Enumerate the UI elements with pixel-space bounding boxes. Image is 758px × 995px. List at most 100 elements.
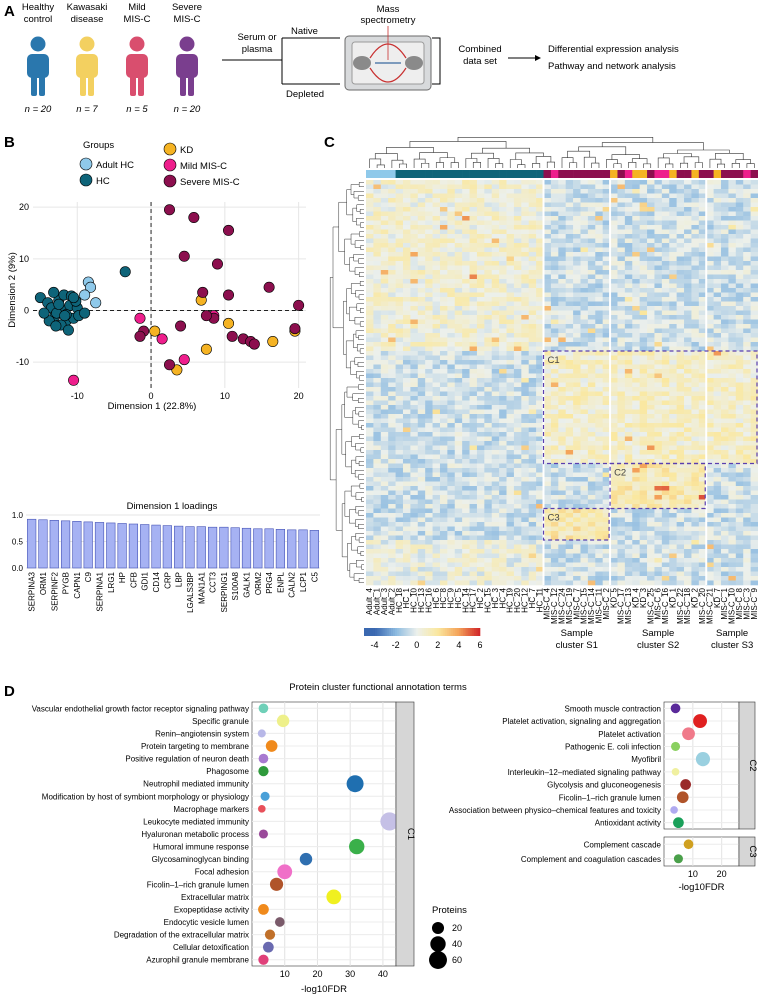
heatmap-cell <box>528 261 537 266</box>
heatmap-cell <box>476 490 485 496</box>
heatmap-cell <box>587 391 596 397</box>
scatter-point <box>200 343 212 355</box>
heatmap-cell <box>595 355 603 361</box>
heatmap-cell <box>558 351 566 356</box>
heatmap-cell <box>395 364 404 370</box>
heatmap-cell <box>735 522 744 527</box>
heatmap-cell <box>513 355 522 361</box>
heatmap-cell <box>580 378 589 383</box>
output-de: Differential expression analysis <box>548 44 679 55</box>
heatmap-cell <box>425 378 433 383</box>
heatmap-cell <box>735 360 744 365</box>
heatmap-cell <box>462 252 470 257</box>
row-dendrogram <box>329 182 364 583</box>
heatmap-cell <box>447 270 456 275</box>
heatmap-cell <box>706 270 714 275</box>
scatter-point <box>164 204 176 216</box>
heatmap-cell <box>587 508 596 514</box>
heatmap-cell <box>750 364 758 370</box>
heatmap-cell <box>743 481 751 487</box>
heatmap-cell <box>654 558 663 563</box>
heatmap-cell <box>647 378 655 383</box>
heatmap-cell <box>380 409 389 415</box>
heatmap-cell <box>499 184 507 190</box>
heatmap-cell <box>624 504 633 509</box>
heatmap-cell <box>425 324 433 329</box>
heatmap-cell <box>735 459 744 464</box>
heatmap-cell <box>728 535 737 541</box>
heatmap-cell <box>602 243 611 248</box>
dendro-branch <box>715 152 744 160</box>
heatmap-cell <box>573 441 581 446</box>
dendro-branch <box>357 195 364 201</box>
heatmap-cell <box>447 333 456 338</box>
heatmap-cell <box>469 355 478 361</box>
heatmap-cell <box>513 468 522 473</box>
heatmap-cell <box>698 468 707 473</box>
heatmap-cell <box>691 387 700 392</box>
heatmap-cell <box>624 526 633 532</box>
heatmap-cell <box>676 418 685 424</box>
heatmap-cell <box>484 553 493 559</box>
heatmap-cell <box>388 567 396 572</box>
heatmap-cell <box>691 342 700 347</box>
heatmap-cell <box>669 238 677 244</box>
heatmap-cell <box>698 180 707 185</box>
loadings-category: C9 <box>84 571 93 582</box>
heatmap-cell <box>669 396 677 401</box>
heatmap-cell <box>513 562 522 568</box>
heatmap-cell <box>432 337 441 343</box>
heatmap-cell <box>454 342 463 347</box>
heatmap-cell <box>624 414 633 419</box>
heatmap-cell <box>366 441 374 446</box>
heatmap-cell <box>639 369 648 374</box>
heatmap-cell <box>691 459 700 464</box>
heatmap-cell <box>647 288 655 293</box>
heatmap-cell <box>491 481 500 487</box>
heatmap-cell <box>484 279 493 284</box>
heatmap-cell <box>595 351 603 356</box>
heatmap-cell <box>432 216 441 221</box>
heatmap-cell <box>698 409 707 415</box>
heatmap-cell <box>558 396 566 401</box>
heatmap-cell <box>476 522 485 527</box>
heatmap-cell <box>573 193 581 199</box>
heatmap-cell <box>595 540 603 545</box>
heatmap-cell <box>706 306 714 311</box>
heatmap-cell <box>750 459 758 464</box>
heatmap-cell <box>432 544 441 550</box>
annotation-cell <box>543 170 552 178</box>
heatmap-cell <box>366 216 374 221</box>
heatmap-cell <box>432 342 441 347</box>
heatmap-cell <box>506 270 515 275</box>
heatmap-cell <box>587 436 596 442</box>
heatmap-cell <box>513 454 522 460</box>
heatmap-cell <box>439 220 448 226</box>
heatmap-cell <box>499 508 507 514</box>
heatmap-cell <box>743 364 751 370</box>
heatmap-cell <box>595 517 603 523</box>
heatmap-cell <box>706 391 714 397</box>
heatmap-cell <box>476 297 485 302</box>
dendro-branch <box>357 510 364 516</box>
heatmap-cell <box>484 351 493 356</box>
heatmap-cell <box>469 211 478 217</box>
heatmap-cell <box>366 193 374 199</box>
heatmap-cell <box>388 279 396 284</box>
heatmap-cell <box>661 270 670 275</box>
scatter-ytick: 20 <box>19 202 29 212</box>
heatmap-cell <box>499 522 507 527</box>
heatmap-cell <box>432 378 441 383</box>
heatmap-cell <box>410 549 419 554</box>
heatmap-cell <box>587 180 596 185</box>
loadings-category: MAN1A1 <box>197 571 206 604</box>
heatmap-cell <box>728 499 737 505</box>
heatmap-cell <box>462 405 470 410</box>
heatmap-cell <box>550 184 559 190</box>
heatmap-cell <box>654 427 663 433</box>
heatmap-cell <box>366 292 374 298</box>
heatmap-cell <box>550 526 559 532</box>
heatmap-cell <box>417 441 426 446</box>
heatmap-cell <box>454 468 463 473</box>
heatmap-cell <box>543 549 552 554</box>
